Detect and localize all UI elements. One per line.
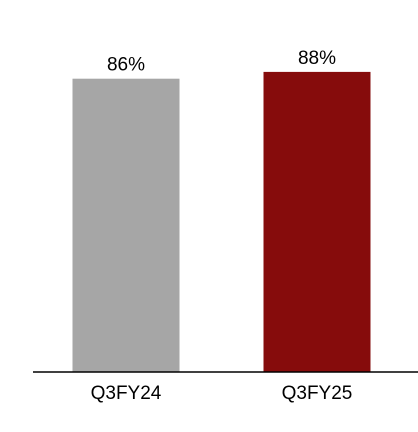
bar-q3fy25 — [263, 71, 371, 373]
data-label-q3fy24: 86% — [107, 55, 145, 76]
x-tick-labels-layer: Q3FY24 Q3FY25 — [91, 383, 353, 404]
x-tick-label-q3fy24: Q3FY24 — [91, 383, 162, 404]
data-labels-layer: 86% 88% — [107, 48, 336, 76]
bar-q3fy24 — [72, 78, 180, 372]
bars-layer — [72, 71, 371, 373]
data-label-q3fy25: 88% — [298, 48, 336, 69]
x-tick-label-q3fy25: Q3FY25 — [282, 383, 353, 404]
